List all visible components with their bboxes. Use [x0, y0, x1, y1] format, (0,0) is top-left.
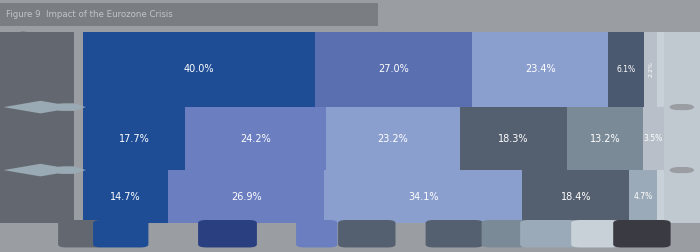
FancyBboxPatch shape	[664, 32, 700, 107]
FancyBboxPatch shape	[473, 32, 608, 107]
Text: 6.1%: 6.1%	[617, 65, 636, 74]
Text: 4.7%: 4.7%	[634, 192, 652, 201]
Circle shape	[677, 104, 694, 110]
FancyBboxPatch shape	[93, 220, 148, 247]
FancyBboxPatch shape	[608, 32, 644, 107]
FancyBboxPatch shape	[83, 32, 315, 107]
FancyBboxPatch shape	[644, 32, 657, 107]
Text: 14.7%: 14.7%	[110, 192, 141, 202]
Polygon shape	[4, 101, 77, 113]
FancyBboxPatch shape	[657, 170, 664, 223]
FancyBboxPatch shape	[664, 170, 700, 223]
Polygon shape	[0, 32, 74, 107]
FancyBboxPatch shape	[571, 220, 620, 247]
Text: 18.3%: 18.3%	[498, 134, 528, 144]
FancyBboxPatch shape	[198, 220, 257, 247]
Text: 23.2%: 23.2%	[378, 134, 409, 144]
Circle shape	[677, 167, 694, 173]
FancyBboxPatch shape	[520, 220, 578, 247]
FancyBboxPatch shape	[186, 107, 326, 170]
FancyBboxPatch shape	[58, 220, 104, 247]
FancyBboxPatch shape	[324, 170, 522, 223]
Circle shape	[670, 104, 687, 110]
FancyBboxPatch shape	[629, 170, 657, 223]
FancyBboxPatch shape	[613, 220, 671, 247]
Polygon shape	[4, 164, 77, 176]
Circle shape	[673, 104, 690, 110]
Polygon shape	[0, 170, 74, 223]
Text: Figure 9  Impact of the Eurozone Crisis: Figure 9 Impact of the Eurozone Crisis	[6, 10, 172, 19]
FancyBboxPatch shape	[522, 170, 629, 223]
FancyBboxPatch shape	[0, 32, 74, 107]
FancyBboxPatch shape	[461, 107, 567, 170]
Circle shape	[670, 167, 687, 173]
FancyBboxPatch shape	[664, 107, 700, 170]
Circle shape	[673, 167, 690, 173]
FancyBboxPatch shape	[567, 107, 643, 170]
Text: 23.4%: 23.4%	[525, 64, 556, 74]
Text: 40.0%: 40.0%	[183, 64, 214, 74]
Text: 18.4%: 18.4%	[561, 192, 591, 202]
FancyBboxPatch shape	[168, 170, 324, 223]
FancyBboxPatch shape	[83, 107, 186, 170]
Text: 34.1%: 34.1%	[408, 192, 439, 202]
Polygon shape	[58, 166, 86, 174]
FancyBboxPatch shape	[657, 32, 664, 107]
FancyBboxPatch shape	[338, 220, 395, 247]
FancyBboxPatch shape	[643, 107, 664, 170]
Text: 17.7%: 17.7%	[118, 134, 149, 144]
Text: 26.9%: 26.9%	[231, 192, 262, 202]
Text: 27.0%: 27.0%	[379, 64, 409, 74]
FancyBboxPatch shape	[482, 220, 526, 247]
FancyBboxPatch shape	[0, 107, 74, 170]
FancyBboxPatch shape	[0, 170, 74, 223]
FancyBboxPatch shape	[0, 26, 700, 32]
Text: 13.2%: 13.2%	[589, 134, 620, 144]
Polygon shape	[58, 103, 86, 111]
FancyBboxPatch shape	[326, 107, 461, 170]
Text: 24.2%: 24.2%	[240, 134, 271, 144]
FancyBboxPatch shape	[426, 220, 483, 247]
Text: 3.5%: 3.5%	[644, 134, 663, 143]
FancyBboxPatch shape	[315, 32, 472, 107]
FancyBboxPatch shape	[0, 3, 378, 26]
Polygon shape	[0, 107, 74, 170]
FancyBboxPatch shape	[83, 170, 168, 223]
FancyBboxPatch shape	[296, 220, 337, 247]
Text: 2.2%: 2.2%	[648, 61, 653, 77]
